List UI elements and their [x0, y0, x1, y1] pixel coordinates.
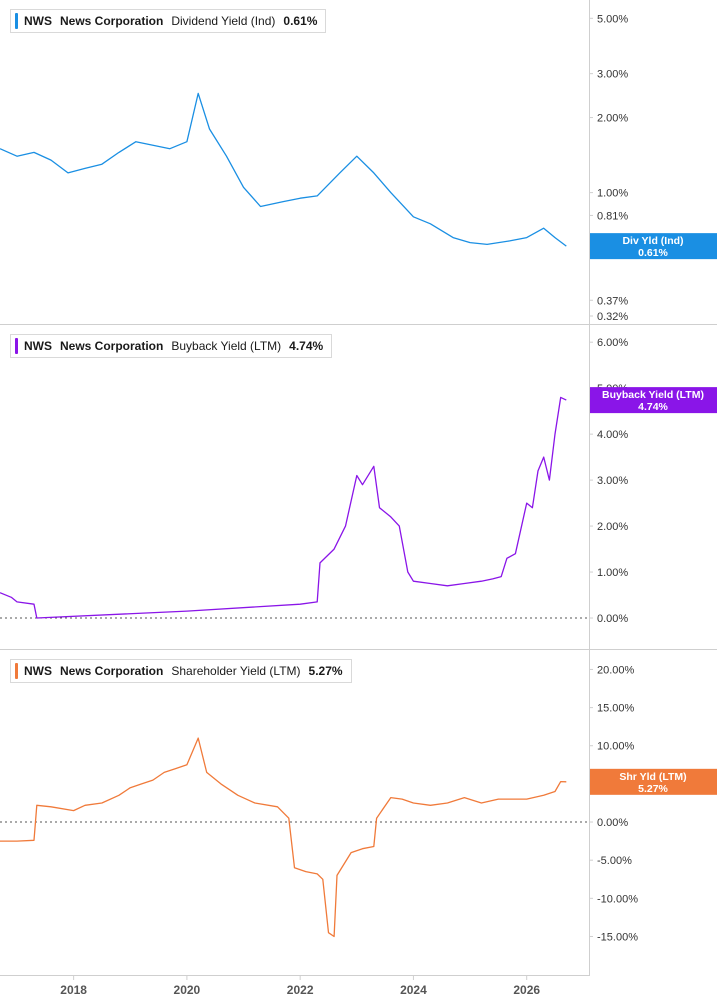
legend-metric: Buyback Yield (LTM): [171, 339, 282, 353]
badge-value: 5.27%: [638, 783, 668, 795]
y-tick-label: 6.00%: [597, 337, 628, 349]
legend-ticker: NWS: [24, 664, 52, 678]
y-tick-label: 0.81%: [597, 210, 628, 222]
y-tick-label: -15.00%: [597, 931, 638, 943]
y-tick-label: 0.37%: [597, 295, 628, 307]
legend-ticker: NWS: [24, 339, 52, 353]
value-badge: [590, 768, 717, 795]
x-tick-label: 2020: [174, 983, 201, 997]
legend-shareholder-yield: NWS News Corporation Shareholder Yield (…: [10, 659, 352, 683]
x-tick-label: 2022: [287, 983, 314, 997]
y-tick-label: 0.32%: [597, 311, 628, 323]
y-tick-label: 0.00%: [597, 817, 628, 829]
legend-company: News Corporation: [60, 664, 164, 678]
y-tick-label: 2.00%: [597, 521, 628, 533]
y-tick-label: 10.00%: [597, 741, 635, 753]
y-tick-label: 1.00%: [597, 567, 628, 579]
value-badge: [590, 233, 717, 260]
legend-value: 0.61%: [283, 14, 318, 28]
x-tick-label: 2024: [400, 983, 427, 997]
y-tick-label: 20.00%: [597, 664, 635, 676]
y-tick-label: 1.00%: [597, 188, 628, 200]
legend-swatch: [15, 13, 18, 29]
badge-label: Shr Yld (LTM): [619, 771, 686, 783]
legend-company: News Corporation: [60, 14, 164, 28]
y-tick-label: 0.00%: [597, 613, 628, 625]
legend-swatch: [15, 663, 18, 679]
x-tick-label: 2026: [513, 983, 540, 997]
badge-value: 4.74%: [638, 401, 668, 413]
legend-buyback-yield: NWS News Corporation Buyback Yield (LTM)…: [10, 334, 333, 358]
legend-swatch: [15, 338, 18, 354]
y-tick-label: -5.00%: [597, 855, 632, 867]
legend-value: 4.74%: [289, 339, 324, 353]
x-tick-label: 2018: [60, 983, 87, 997]
series-line: [0, 92, 567, 247]
value-badge: [590, 387, 717, 414]
legend-company: News Corporation: [60, 339, 164, 353]
badge-value: 0.61%: [638, 247, 668, 259]
legend-value: 5.27%: [308, 664, 343, 678]
legend-dividend-yield: NWS News Corporation Dividend Yield (Ind…: [10, 9, 327, 33]
series-line: [0, 396, 567, 619]
legend-ticker: NWS: [24, 14, 52, 28]
y-tick-label: 3.00%: [597, 69, 628, 81]
y-tick-label: 2.00%: [597, 113, 628, 125]
y-tick-label: 3.00%: [597, 475, 628, 487]
y-tick-label: 5.00%: [597, 13, 628, 25]
y-tick-label: 15.00%: [597, 703, 635, 715]
y-tick-label: 4.00%: [597, 429, 628, 441]
y-tick-label: -10.00%: [597, 893, 638, 905]
badge-label: Buyback Yield (LTM): [602, 389, 704, 401]
legend-metric: Dividend Yield (Ind): [171, 14, 276, 28]
series-line: [0, 737, 567, 938]
badge-label: Div Yld (Ind): [622, 235, 683, 247]
legend-metric: Shareholder Yield (LTM): [171, 664, 301, 678]
